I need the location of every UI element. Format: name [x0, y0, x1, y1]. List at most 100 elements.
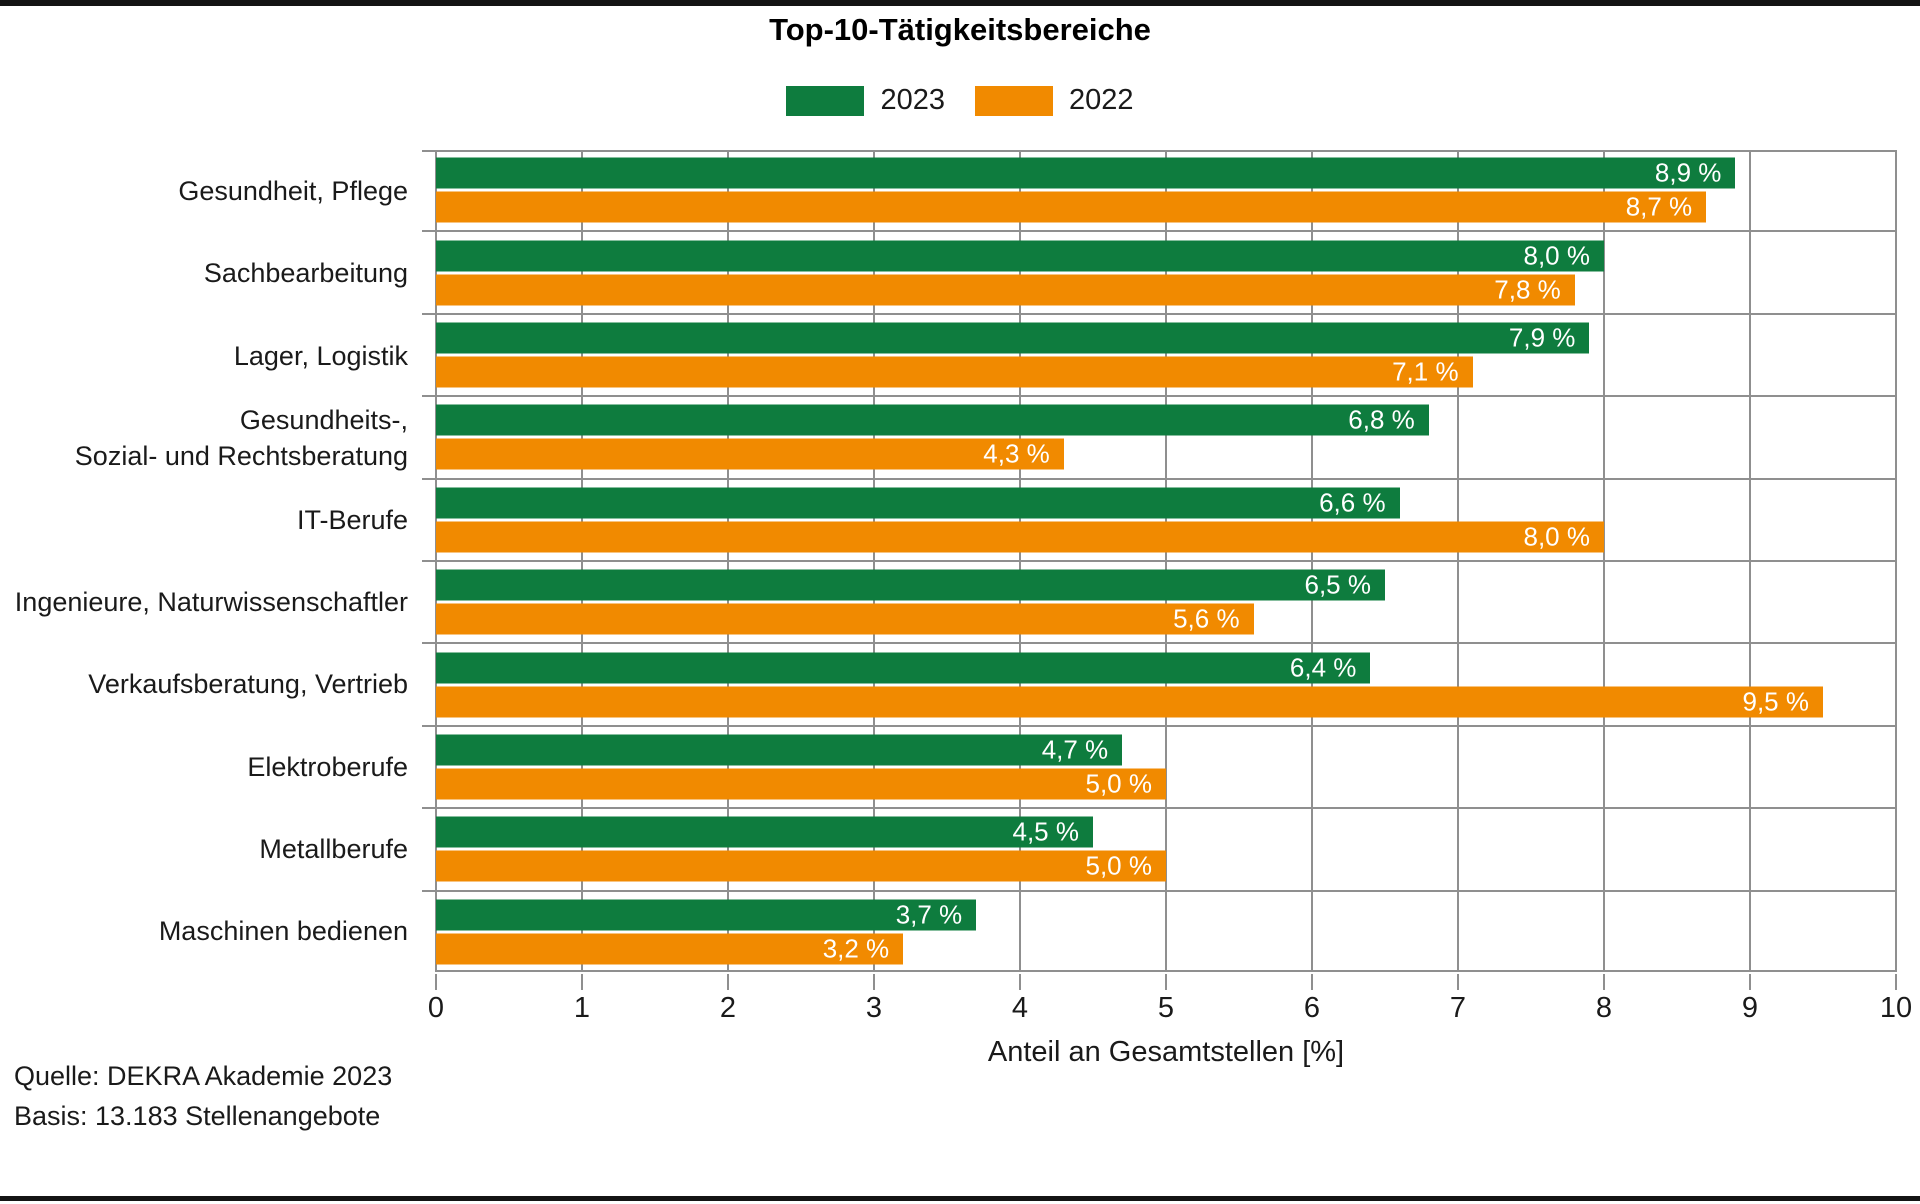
bar-2022: 8,0 % — [436, 521, 1604, 553]
legend-item-2022: 2022 — [975, 84, 1134, 117]
bar-2022: 7,1 % — [436, 356, 1473, 388]
plot-area: 8,9 % 8,7 % 8,0 % 7,8 % 7,9 % 7,1 % 6,8 … — [422, 150, 1897, 990]
bar-value-label: 6,8 % — [1348, 404, 1415, 435]
bar-value-label: 9,5 % — [1742, 686, 1810, 717]
bar-2023: 6,5 % — [436, 569, 1385, 601]
bottom-rule — [0, 1196, 1920, 1201]
source-note: Quelle: DEKRA Akademie 2023 Basis: 13.18… — [14, 1056, 392, 1136]
bar-value-label: 8,0 % — [1523, 521, 1591, 552]
category-band: 4,7 % 5,0 % — [422, 724, 1896, 810]
category-label: Ingenieure, Naturwissenschaftler — [14, 587, 408, 618]
category-band: 6,8 % 4,3 % — [422, 395, 1896, 480]
category-label: Verkaufsberatung, Vertrieb — [88, 669, 408, 700]
x-tick-label: 0 — [427, 992, 445, 1024]
bar-2022: 4,3 % — [436, 438, 1064, 470]
bar-value-label: 6,6 % — [1319, 487, 1386, 518]
x-axis-line — [436, 970, 1896, 972]
x-tick-label: 6 — [1303, 992, 1321, 1024]
bar-group: 7,9 % 7,1 % — [436, 322, 1896, 388]
bar-2022: 3,2 % — [436, 933, 904, 965]
bar-2023: 8,0 % — [436, 240, 1604, 272]
bar-value-label: 5,6 % — [1173, 603, 1240, 634]
bar-value-label: 4,3 % — [983, 438, 1050, 469]
bar-2022: 5,0 % — [436, 768, 1166, 800]
x-tick-labels: 0 1 2 3 4 5 6 7 8 9 10 — [428, 992, 1912, 1028]
bar-value-label: 7,9 % — [1508, 322, 1576, 353]
x-tick-label: 3 — [865, 992, 883, 1024]
bar-group: 8,9 % 8,7 % — [436, 157, 1896, 223]
bar-value-label: 8,0 % — [1523, 240, 1591, 271]
bar-group: 3,7 % 3,2 % — [436, 899, 1896, 965]
bar-2023: 8,9 % — [436, 157, 1736, 189]
bar-group: 4,5 % 5,0 % — [436, 816, 1896, 882]
bar-value-label: 8,7 % — [1625, 191, 1693, 222]
category-band: 8,9 % 8,7 % — [422, 150, 1896, 233]
category-band: 6,4 % 9,5 % — [422, 642, 1896, 727]
bar-group: 8,0 % 7,8 % — [436, 240, 1896, 306]
bar-value-label: 6,5 % — [1304, 569, 1372, 600]
category-label: Lager, Logistik — [233, 340, 408, 371]
category-band: 8,0 % 7,8 % — [422, 230, 1896, 315]
category-band: 4,5 % 5,0 % — [422, 807, 1896, 892]
bar-value-label: 7,8 % — [1494, 274, 1561, 305]
chart-title: Top-10-Tätigkeitsbereiche — [769, 12, 1151, 47]
category-band: 3,7 % 3,2 % — [422, 889, 1896, 972]
bar-2022: 8,7 % — [436, 191, 1707, 223]
category-label: Sachbearbeitung — [203, 258, 408, 289]
bar-value-label: 3,7 % — [895, 899, 963, 930]
bar-2023: 6,4 % — [436, 652, 1371, 684]
legend: 2023 2022 — [0, 84, 1920, 117]
x-tick-label: 5 — [1157, 992, 1175, 1024]
bar-2023: 6,8 % — [436, 404, 1429, 436]
category-label: Elektroberufe — [247, 751, 408, 782]
source-line: Quelle: DEKRA Akademie 2023 — [14, 1061, 393, 1091]
bar-group: 6,6 % 8,0 % — [436, 487, 1896, 553]
bar-value-label: 6,4 % — [1289, 652, 1357, 683]
category-label: Gesundheit, Pflege — [178, 176, 408, 207]
bar-2023: 7,9 % — [436, 322, 1590, 354]
bar-group: 6,8 % 4,3 % — [436, 404, 1896, 470]
basis-line: Basis: 13.183 Stellenangebote — [14, 1101, 381, 1131]
bar-2023: 4,7 % — [436, 734, 1123, 766]
top-rule — [0, 0, 1920, 6]
category-label: Metallberufe — [259, 833, 408, 864]
bar-2023: 4,5 % — [436, 816, 1093, 848]
category-band: 6,6 % 8,0 % — [422, 477, 1896, 563]
legend-item-2023: 2023 — [786, 84, 945, 117]
bar-2022: 7,8 % — [436, 274, 1575, 306]
x-axis-title: Anteil an Gesamtstellen [%] — [987, 1036, 1345, 1068]
category-label: IT-Berufe — [296, 504, 408, 535]
bar-2023: 3,7 % — [436, 899, 977, 931]
x-tick-label: 1 — [573, 992, 591, 1024]
bar-value-label: 8,9 % — [1654, 157, 1722, 188]
x-tick-label: 4 — [1011, 992, 1029, 1024]
category-band: 6,5 % 5,6 % — [422, 560, 1896, 645]
category-axis-labels: Gesundheit, Pflege Sachbearbeitung Lager, … — [0, 150, 424, 972]
bar-2023: 6,6 % — [436, 487, 1400, 519]
bar-value-label: 5,0 % — [1085, 768, 1153, 799]
bar-rows: 8,9 % 8,7 % 8,0 % 7,8 % 7,9 % 7,1 % 6,8 … — [422, 150, 1896, 972]
category-label: Maschinen bedienen — [158, 915, 408, 946]
legend-label-2022: 2022 — [1069, 84, 1134, 116]
gridline — [1895, 150, 1897, 990]
x-tick-label: 7 — [1449, 992, 1467, 1024]
legend-swatch-2023 — [786, 85, 865, 116]
legend-label-2023: 2023 — [880, 84, 945, 116]
x-tick-label: 10 — [1879, 992, 1913, 1024]
category-label: Gesundheits-, Sozial- und Rechtsberatung — [74, 404, 408, 471]
bar-value-label: 4,7 % — [1041, 734, 1109, 765]
bar-group: 6,5 % 5,6 % — [436, 569, 1896, 635]
legend-swatch-2022 — [975, 85, 1053, 116]
bar-group: 4,7 % 5,0 % — [436, 734, 1896, 800]
bar-2022: 5,6 % — [436, 603, 1254, 635]
bar-value-label: 7,1 % — [1392, 356, 1459, 387]
bar-value-label: 3,2 % — [822, 933, 890, 964]
bar-value-label: 5,0 % — [1085, 850, 1153, 881]
category-band: 7,9 % 7,1 % — [422, 312, 1896, 398]
x-tick-label: 8 — [1595, 992, 1613, 1024]
bar-2022: 9,5 % — [436, 686, 1823, 718]
x-tick-label: 2 — [719, 992, 737, 1024]
bar-value-label: 4,5 % — [1012, 816, 1080, 847]
bar-2022: 5,0 % — [436, 850, 1166, 882]
